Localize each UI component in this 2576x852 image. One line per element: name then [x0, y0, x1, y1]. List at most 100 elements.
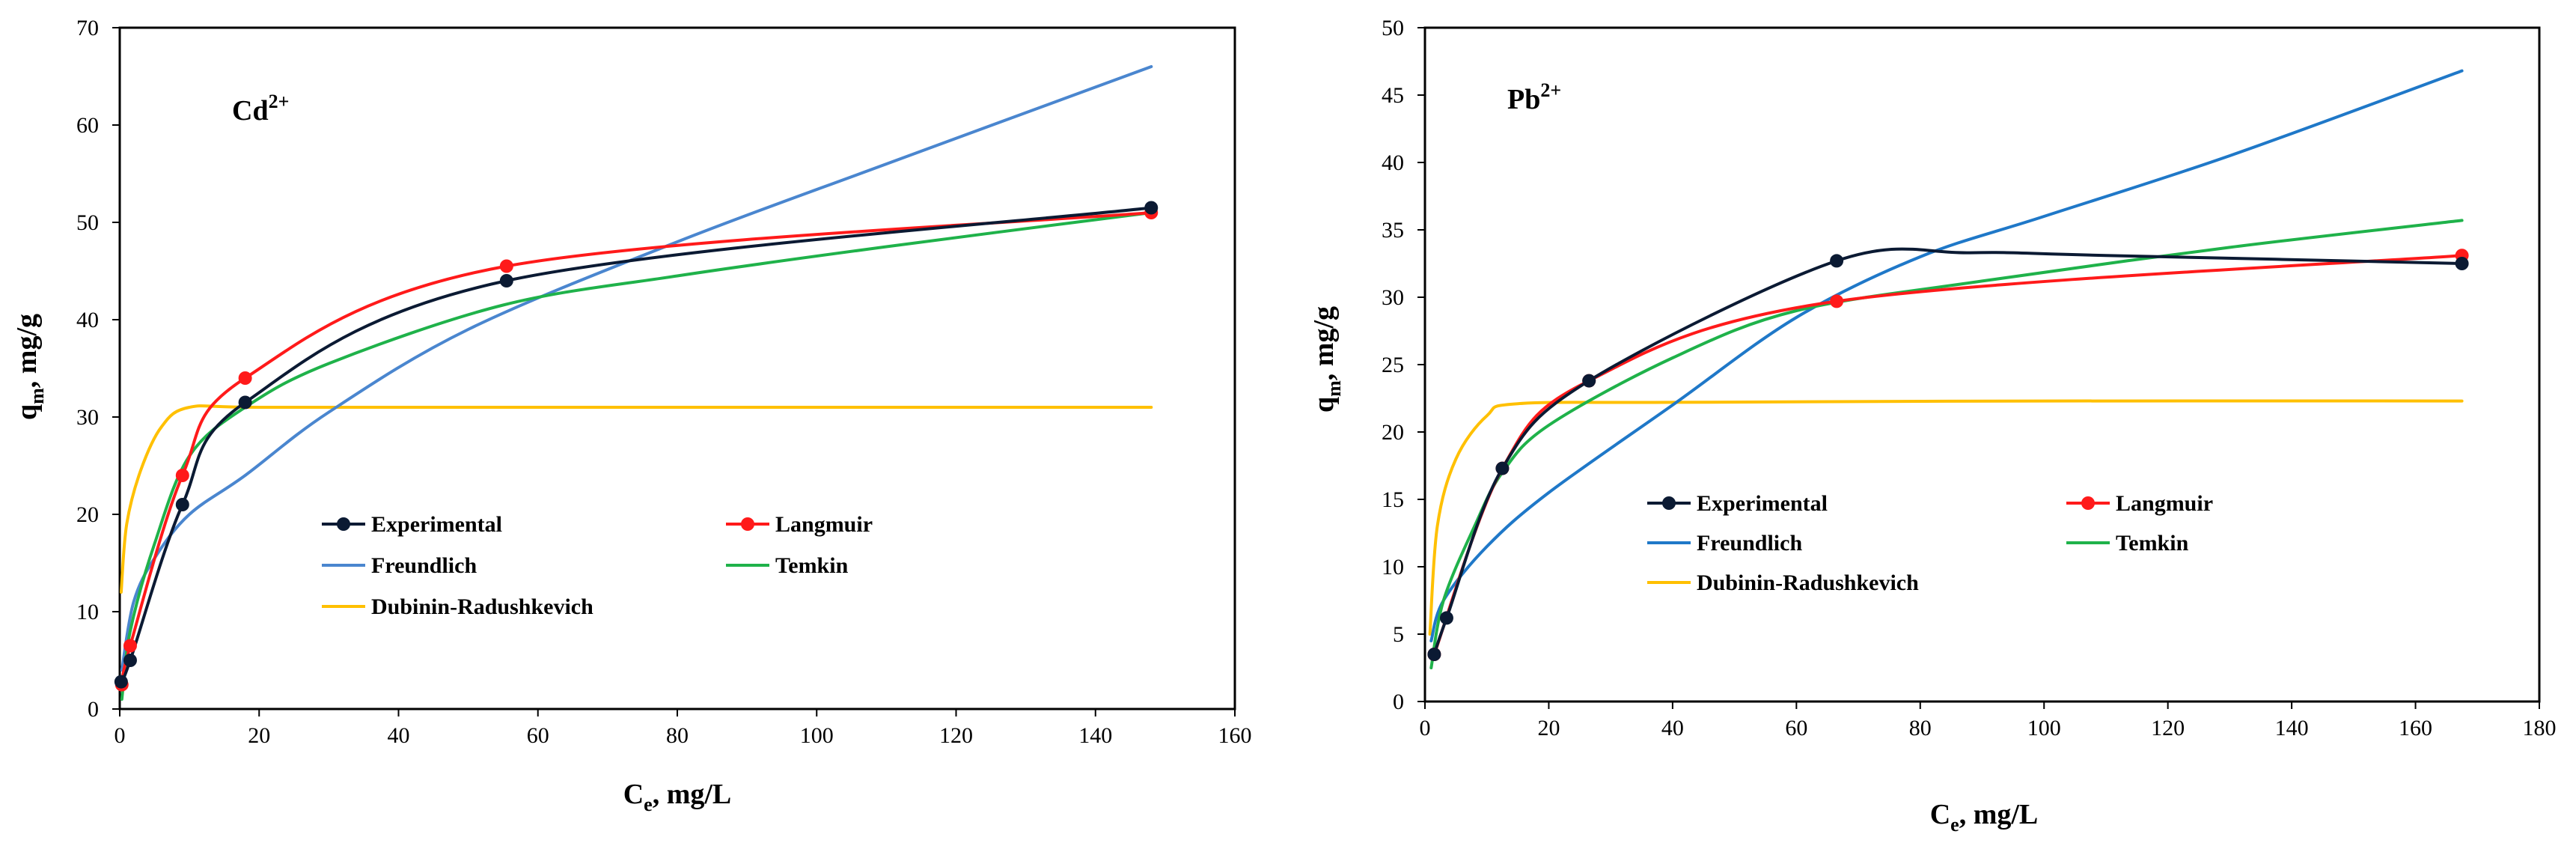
cd-y-tick-label: 20	[76, 502, 99, 527]
cd-experimental-point	[123, 654, 137, 667]
pb-legend-marker-langmuir	[2081, 496, 2095, 510]
cd-langmuir-line	[120, 211, 1153, 687]
cd-x-tick-label: 40	[388, 723, 410, 748]
cd-langmuir-point	[175, 469, 189, 482]
cd-y-tick-label: 10	[76, 600, 99, 624]
pb-experimental-point	[1582, 374, 1596, 388]
pb-x-tick-label: 0	[1420, 716, 1431, 740]
pb-y-axis-title-unit: , mg/g	[1308, 306, 1340, 380]
cd-legend-label-langmuir: Langmuir	[775, 512, 873, 537]
pb-x-tick-label: 140	[2275, 716, 2309, 740]
pb-y-axis-title: qm, mg/g	[1308, 306, 1345, 413]
pb-y-tick-label: 45	[1382, 83, 1404, 108]
pb-ion-charge: 2+	[1540, 79, 1561, 101]
pb-x-tick-label: 100	[2027, 716, 2061, 740]
pb-x-tick-label: 180	[2523, 716, 2557, 740]
cd-ion-charge: 2+	[269, 91, 290, 112]
cd-dubinin-radushkevich-line	[120, 404, 1153, 594]
cd-experimental-point	[238, 395, 252, 410]
pb-x-axis-title-base: C	[1930, 799, 1950, 830]
pb-x-axis-title-unit: , mg/L	[1959, 799, 2039, 830]
pb-x-tick-label: 80	[1909, 716, 1932, 740]
pb-y-tick-label: 30	[1382, 285, 1404, 310]
pb-y-tick-label: 35	[1382, 218, 1404, 243]
cd-y-axis-title-base: q	[11, 404, 43, 420]
pb-legend-marker-experimental	[1662, 496, 1676, 510]
pb-plot-frame	[1423, 26, 2541, 703]
cd-x-axis-title-base: C	[623, 779, 644, 810]
pb-dubinin-radushkevich-line	[1428, 399, 2464, 636]
pb-x-tick-label: 40	[1661, 716, 1684, 740]
pb-x-axis-title-sub: e	[1950, 814, 1959, 836]
cd-series-group	[120, 65, 1153, 701]
pb-legend-label-freundlich: Freundlich	[1697, 531, 1802, 556]
pb-isotherm-chart: 0 20 40 60 80 100 120 140 160 180 0 5 10 15 20 25 30 35 40…	[1308, 16, 2557, 836]
cd-y-axis-title: qm, mg/g	[11, 314, 48, 420]
cd-legend-label-dubinin-radushkevich: Dubinin-Radushkevich	[371, 594, 593, 619]
cd-x-tick-label: 0	[115, 723, 126, 748]
pb-y-tick-label: 15	[1382, 487, 1404, 512]
pb-experimental-point	[1830, 254, 1844, 268]
cd-y-axis-title-unit: , mg/g	[11, 314, 43, 388]
cd-legend-marker-experimental	[337, 517, 350, 531]
cd-x-tick-label: 60	[527, 723, 549, 748]
cd-chart-panel: 0 20 40 60 80 100 120 140 160 0 10 20 30 40 50 60 70 Cd2+…	[11, 16, 1252, 815]
cd-plot-frame	[118, 26, 1236, 710]
cd-x-axis-title: Ce, mg/L	[623, 779, 732, 815]
pb-legend-label-dubinin-radushkevich: Dubinin-Radushkevich	[1697, 570, 1919, 595]
cd-experimental-point	[1144, 201, 1159, 215]
cd-ion-label: Cd2+	[232, 91, 289, 127]
cd-y-axis-title-sub: m	[26, 388, 48, 404]
cd-x-tick-label: 80	[666, 723, 689, 748]
pb-langmuir-line	[1432, 254, 2464, 656]
cd-langmuir-point	[499, 259, 513, 273]
cd-langmuir-point	[123, 639, 137, 653]
cd-isotherm-chart: 0 20 40 60 80 100 120 140 160 0 10 20 30 40 50 60 70 Cd2+…	[11, 16, 1252, 815]
cd-x-tick-label: 140	[1078, 723, 1112, 748]
pb-y-tick-label: 20	[1382, 420, 1404, 445]
cd-experimental-point	[499, 274, 513, 287]
cd-experimental-line	[120, 206, 1153, 684]
cd-experimental-point	[114, 675, 128, 689]
pb-y-tick-label: 5	[1393, 622, 1404, 647]
cd-experimental-point	[175, 498, 189, 511]
pb-x-tick-label: 20	[1537, 716, 1560, 740]
pb-experimental-point	[2455, 257, 2469, 270]
cd-y-tick-label: 30	[76, 405, 99, 430]
pb-ion-base: Pb	[1507, 84, 1540, 115]
pb-y-axis-title-base: q	[1308, 397, 1340, 413]
pb-langmuir-point	[1830, 294, 1844, 308]
cd-temkin-line	[120, 211, 1153, 701]
pb-freundlich-line	[1429, 69, 2464, 642]
cd-y-tick-label: 70	[76, 16, 99, 40]
pb-y-tick-label: 10	[1382, 555, 1404, 579]
pb-x-tick-label: 120	[2151, 716, 2185, 740]
cd-legend-marker-langmuir	[741, 517, 754, 531]
cd-langmuir-point	[238, 371, 252, 385]
pb-legend-label-experimental: Experimental	[1697, 491, 1828, 516]
pb-temkin-line	[1429, 219, 2464, 669]
pb-experimental-point	[1427, 648, 1441, 661]
pb-series-group	[1428, 69, 2464, 669]
pb-legend-label-temkin: Temkin	[2116, 531, 2189, 556]
pb-x-axis-title: Ce, mg/L	[1930, 799, 2039, 836]
cd-x-tick-label: 20	[248, 723, 270, 748]
cd-legend-label-temkin: Temkin	[775, 553, 849, 578]
pb-x-tick-label: 60	[1785, 716, 1807, 740]
pb-chart-panel: 0 20 40 60 80 100 120 140 160 180 0 5 10 15 20 25 30 35 40…	[1288, 0, 2576, 852]
cd-x-axis-title-sub: e	[644, 794, 653, 815]
cd-ion-base: Cd	[232, 95, 269, 127]
cd-y-tick-label: 40	[76, 308, 99, 332]
pb-y-tick-label: 50	[1382, 16, 1404, 40]
pb-y-tick-label: 40	[1382, 150, 1404, 175]
pb-experimental-point	[1439, 611, 1453, 625]
cd-legend-label-experimental: Experimental	[371, 512, 502, 537]
cd-x-tick-label: 100	[800, 723, 834, 748]
pb-legend-label-langmuir: Langmuir	[2116, 491, 2213, 516]
cd-y-tick-label: 0	[88, 697, 99, 722]
cd-x-tick-label: 120	[939, 723, 973, 748]
cd-y-tick-label: 60	[76, 113, 99, 138]
cd-y-tick-label: 50	[76, 210, 99, 235]
pb-y-axis-title-sub: m	[1323, 380, 1345, 397]
pb-ion-label: Pb2+	[1507, 79, 1561, 115]
